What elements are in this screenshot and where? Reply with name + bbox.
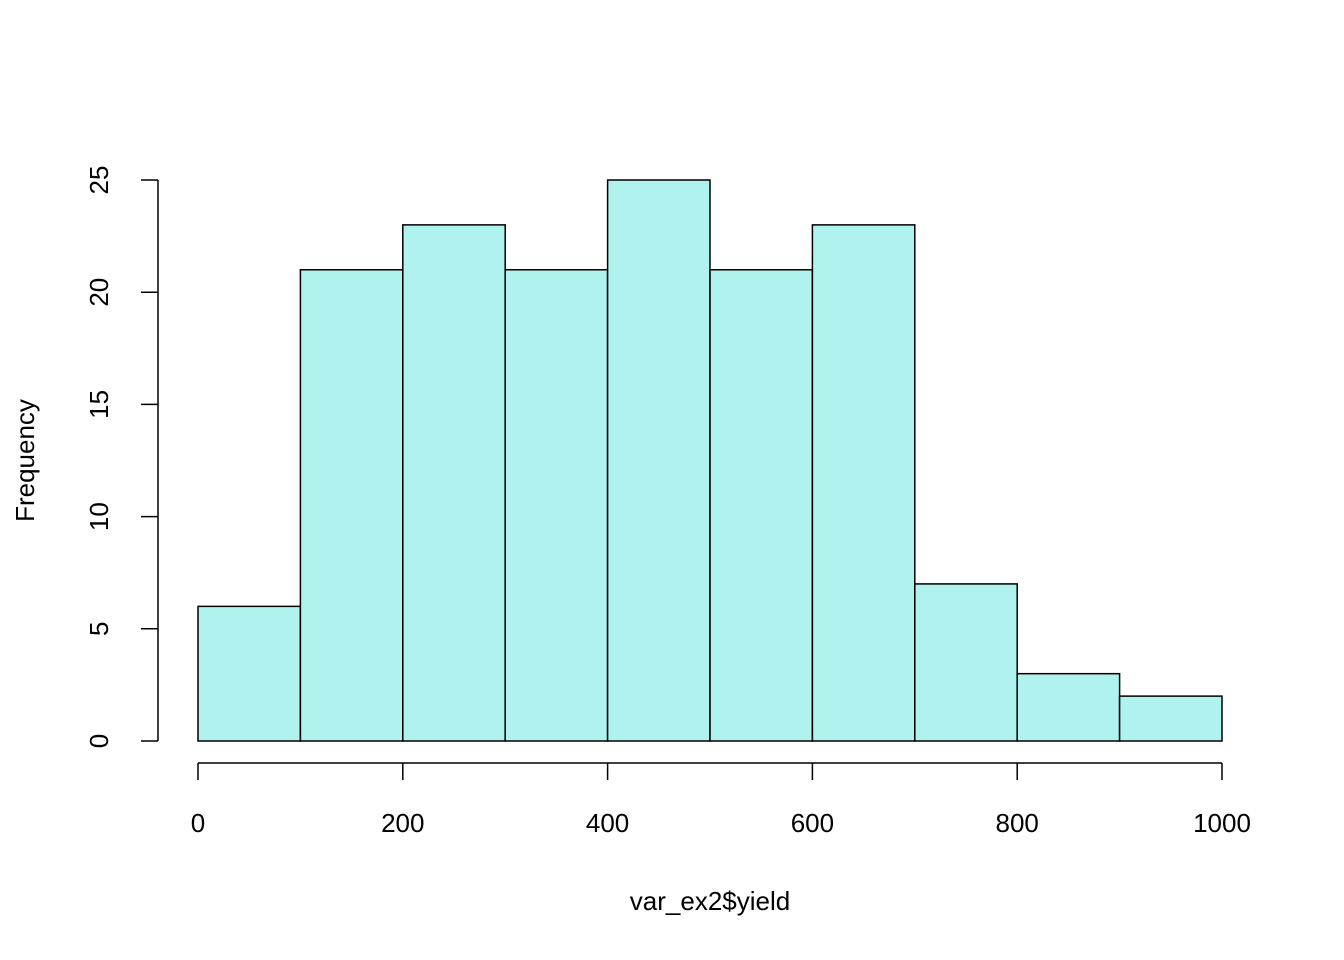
x-tick-label: 0 xyxy=(191,808,205,838)
y-tick-label: 0 xyxy=(84,734,114,748)
histogram-bar-10 xyxy=(1118,695,1223,742)
y-tick-label: 25 xyxy=(84,166,114,195)
histogram-bar-2 xyxy=(299,269,404,742)
y-tick-label: 5 xyxy=(84,622,114,636)
histogram-bars xyxy=(197,179,1223,742)
histogram-bar-4 xyxy=(504,269,609,742)
histogram-bar-5 xyxy=(606,179,711,742)
x-tick-label: 400 xyxy=(586,808,629,838)
y-tick-label: 20 xyxy=(84,278,114,307)
histogram-bar-7 xyxy=(811,224,916,742)
histogram-bar-6 xyxy=(709,269,814,742)
histogram-bar-1 xyxy=(197,605,302,742)
y-tick-label: 10 xyxy=(84,502,114,531)
x-tick-label: 800 xyxy=(996,808,1039,838)
y-axis: 0 5 10 15 20 25 xyxy=(84,166,159,748)
x-tick-label: 600 xyxy=(791,808,834,838)
x-tick-label: 1000 xyxy=(1193,808,1251,838)
histogram-bar-9 xyxy=(1016,672,1121,742)
histogram-bar-3 xyxy=(402,224,506,742)
x-axis: 0 200 400 600 800 1000 xyxy=(191,762,1251,838)
histogram-bar-8 xyxy=(914,583,1018,742)
x-tick-label: 200 xyxy=(381,808,424,838)
y-tick-label: 15 xyxy=(84,390,114,419)
y-axis-label: Frequency xyxy=(10,399,40,522)
x-axis-label: var_ex2$yield xyxy=(630,886,790,916)
